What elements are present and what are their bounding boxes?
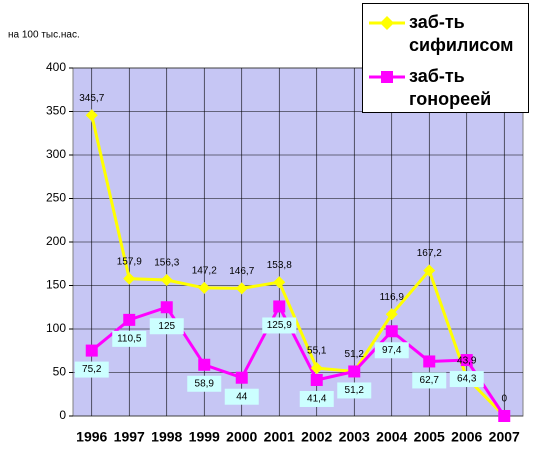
x-tick-label: 2002 [301, 429, 332, 445]
x-tick-label: 2005 [414, 429, 445, 445]
x-tick-label: 1996 [76, 429, 107, 445]
point [198, 281, 211, 294]
x-tick-label: 2000 [226, 429, 257, 445]
value-label: 167,2 [417, 248, 442, 259]
value-label: 153,8 [267, 260, 292, 271]
value-label-box [74, 361, 109, 378]
x-tick-label: 2004 [376, 429, 407, 445]
point [423, 355, 436, 368]
x-tick-label: 2007 [489, 429, 520, 445]
value-label: 110,5 [117, 334, 142, 345]
value-label-box [262, 317, 297, 334]
point [498, 410, 511, 422]
point [310, 373, 323, 386]
value-label: 58,9 [195, 378, 215, 389]
value-label: 146,7 [229, 266, 254, 277]
value-label-box [337, 382, 372, 399]
x-tick-label: 2003 [339, 429, 370, 445]
value-label: 0 [501, 394, 507, 405]
value-label-box [299, 390, 334, 407]
point [160, 301, 173, 314]
legend: заб-ть сифилисом заб-ть гонореей [362, 3, 529, 113]
point [235, 371, 248, 384]
x-tick-label: 2006 [451, 429, 482, 445]
y-tick-label: 100 [46, 321, 66, 335]
value-label: 44 [236, 391, 248, 402]
value-label-box [187, 375, 222, 392]
series-line [90, 303, 506, 417]
value-label-box [149, 318, 184, 335]
value-label: 51,2 [345, 349, 365, 360]
value-label: 97,4 [382, 345, 402, 356]
value-label: 62,7 [420, 375, 440, 386]
value-label: 125 [158, 321, 175, 332]
legend-marker [381, 71, 393, 83]
point [385, 308, 398, 321]
x-tick-label: 2001 [264, 429, 295, 445]
value-label: 75,2 [82, 364, 102, 375]
legend-markers [369, 16, 405, 83]
point [198, 358, 211, 371]
y-tick-label: 300 [46, 147, 66, 161]
point [160, 274, 173, 287]
point [123, 313, 136, 326]
point [235, 282, 248, 295]
y-tick-label: 350 [46, 104, 66, 118]
point [348, 365, 361, 378]
value-label: 55,1 [307, 346, 327, 357]
value-label: 156,3 [154, 258, 179, 269]
y-tick-label: 200 [46, 234, 66, 248]
point [385, 325, 398, 338]
value-label: 64,3 [457, 374, 477, 385]
point [123, 272, 136, 285]
y-tick-label: 400 [46, 60, 66, 74]
legend-marker [380, 16, 394, 30]
value-label-box [374, 342, 409, 359]
legend-label: заб-ть гонореей [409, 66, 492, 109]
value-label: 51,2 [345, 385, 365, 396]
value-label: 125,9 [267, 320, 292, 331]
value-label: 116,9 [380, 292, 405, 303]
value-label: 345,7 [79, 93, 104, 104]
point [460, 354, 473, 367]
value-label: 157,9 [117, 256, 142, 267]
value-label-box [112, 330, 147, 347]
value-label: 147,2 [192, 266, 217, 277]
point [273, 300, 286, 313]
point [273, 276, 286, 289]
point [85, 109, 98, 122]
legend-label: заб-ть сифилисом [409, 12, 514, 55]
x-tick-label: 1999 [189, 429, 220, 445]
value-label-box [449, 371, 484, 388]
y-tick-label: 50 [53, 365, 67, 379]
y-axis-label: на 100 тыс.нас. [8, 30, 80, 41]
value-label-box [412, 372, 447, 389]
x-tick-label: 1998 [151, 429, 182, 445]
point [423, 264, 436, 277]
point [85, 344, 98, 357]
y-tick-label: 0 [59, 408, 66, 422]
point [310, 362, 323, 375]
x-tick-label: 1997 [114, 429, 145, 445]
value-label: 41,4 [307, 394, 327, 405]
series-line [90, 114, 506, 418]
y-tick-label: 250 [46, 191, 66, 205]
value-label-box [224, 388, 259, 405]
value-label: 43,9 [457, 355, 477, 366]
y-tick-label: 150 [46, 278, 66, 292]
